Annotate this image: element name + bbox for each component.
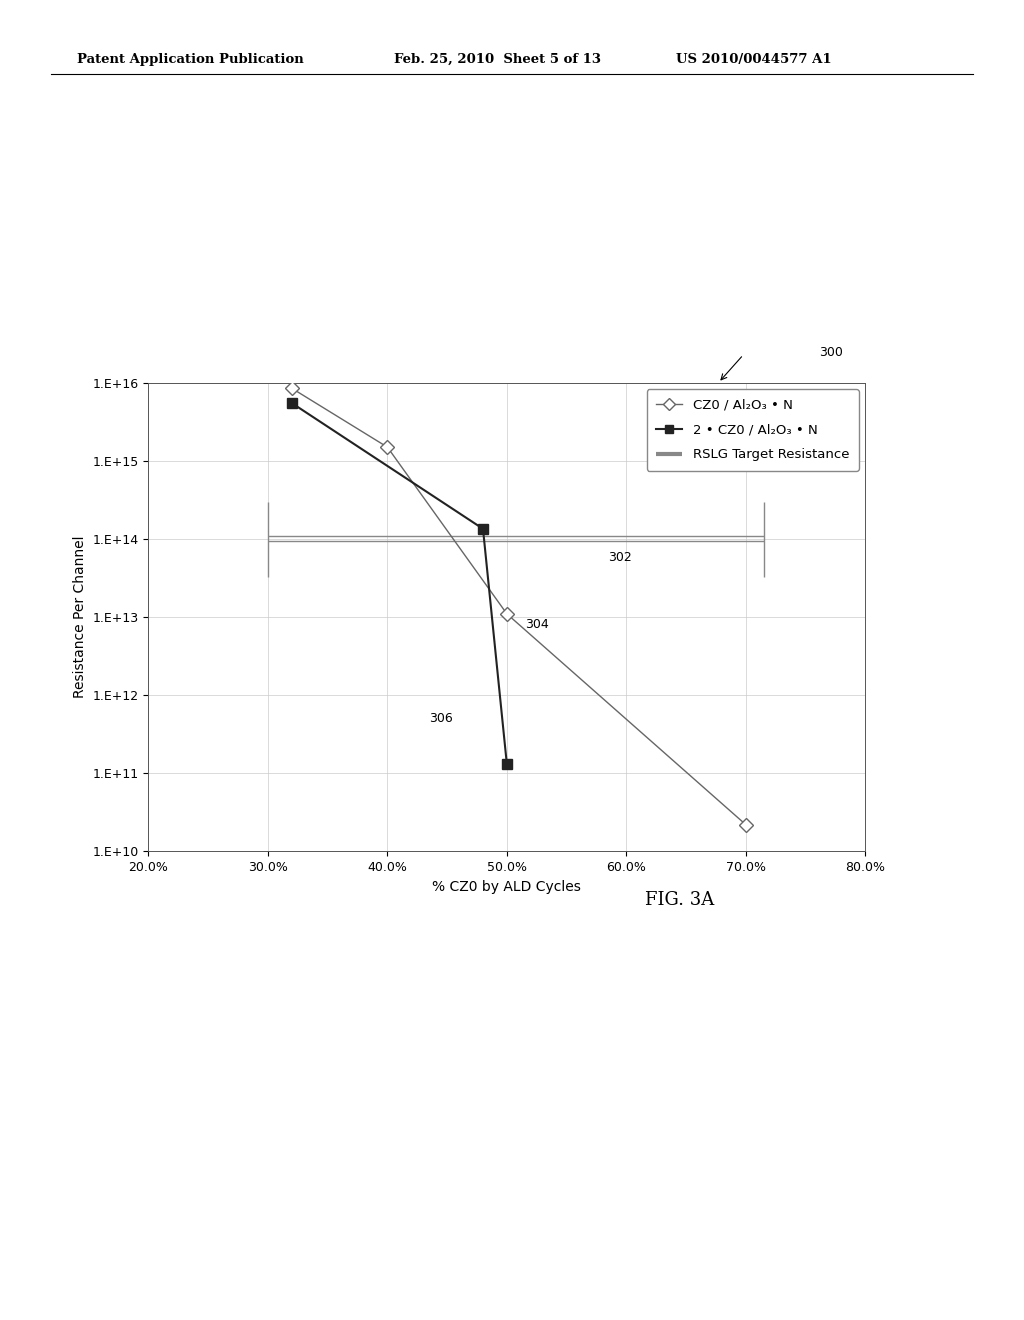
Text: Patent Application Publication: Patent Application Publication <box>77 53 303 66</box>
Text: US 2010/0044577 A1: US 2010/0044577 A1 <box>676 53 831 66</box>
Line: 2 • CZ0 / Al₂O₃ • N: 2 • CZ0 / Al₂O₃ • N <box>287 399 512 770</box>
CZ0 / Al₂O₃ • N <box>286 380 298 396</box>
CZ0 / Al₂O₃ • N <box>501 606 513 622</box>
Text: 302: 302 <box>608 550 632 564</box>
Text: 304: 304 <box>524 618 549 631</box>
2 • CZ0 / Al₂O₃ • N <box>286 395 298 411</box>
Text: Feb. 25, 2010  Sheet 5 of 13: Feb. 25, 2010 Sheet 5 of 13 <box>394 53 601 66</box>
CZ0 / Al₂O₃ • N <box>381 440 393 455</box>
2 • CZ0 / Al₂O₃ • N <box>477 521 489 537</box>
Text: 300: 300 <box>819 346 843 359</box>
Legend: CZ0 / Al₂O₃ • N, 2 • CZ0 / Al₂O₃ • N, RSLG Target Resistance: CZ0 / Al₂O₃ • N, 2 • CZ0 / Al₂O₃ • N, RS… <box>647 389 859 471</box>
Y-axis label: Resistance Per Channel: Resistance Per Channel <box>73 536 87 698</box>
X-axis label: % CZ0 by ALD Cycles: % CZ0 by ALD Cycles <box>432 879 582 894</box>
Text: FIG. 3A: FIG. 3A <box>645 891 715 909</box>
CZ0 / Al₂O₃ • N <box>739 817 752 833</box>
Text: 306: 306 <box>429 713 453 725</box>
Line: CZ0 / Al₂O₃ • N: CZ0 / Al₂O₃ • N <box>287 383 751 829</box>
2 • CZ0 / Al₂O₃ • N <box>501 756 513 772</box>
